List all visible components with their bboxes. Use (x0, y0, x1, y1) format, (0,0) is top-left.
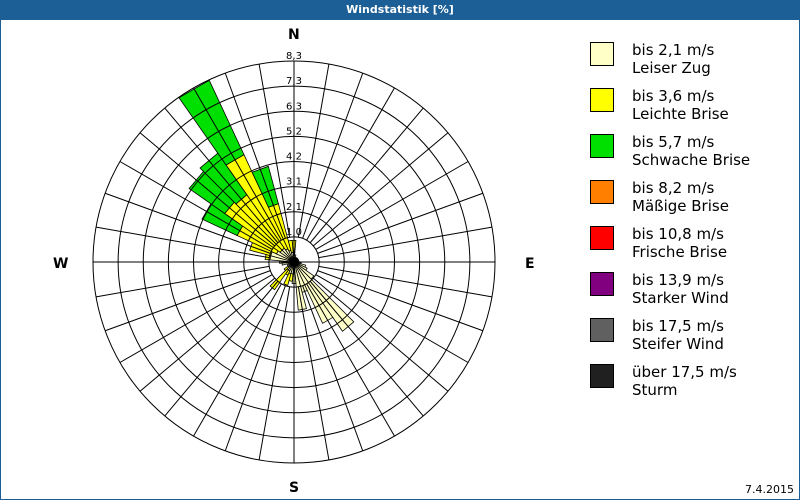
grid-spoke (318, 226, 493, 259)
compass-west-label: W (53, 256, 69, 272)
legend-swatch (590, 226, 614, 250)
legend-label: bis 3,6 m/s Leichte Brise (632, 87, 729, 123)
legend-swatch (590, 364, 614, 388)
grid-spoke (306, 87, 395, 241)
legend-label: bis 8,2 m/s Mäßige Brise (632, 179, 729, 215)
legend-label: bis 13,9 m/s Starker Wind (632, 271, 729, 307)
grid-spoke (224, 72, 286, 239)
grid-spoke (315, 274, 469, 363)
legend-swatch (590, 42, 614, 66)
grid-spoke (104, 192, 271, 254)
wind-sector-bar (283, 265, 290, 272)
grid-spoke (258, 286, 291, 461)
grid-spoke (318, 265, 493, 298)
grid-spoke (302, 285, 364, 452)
grid-spoke (104, 270, 271, 332)
grid-spoke (139, 277, 276, 392)
grid-spoke (312, 277, 449, 392)
ring-label: 6,3 (286, 101, 302, 112)
ring-label: 1,0 (286, 227, 302, 238)
wind-sector-bar (283, 272, 292, 286)
grid-spoke (309, 280, 424, 417)
grid-spoke (224, 285, 286, 452)
legend-label: bis 10,8 m/s Frische Brise (632, 225, 728, 261)
grid-spoke (95, 226, 270, 259)
wind-sector-bar (287, 239, 294, 254)
grid-spoke (139, 132, 276, 247)
grid-spoke (164, 107, 279, 244)
legend-label: bis 2,1 m/s Leiser Zug (632, 41, 715, 77)
grid-spoke (306, 283, 395, 437)
compass-south-label: S (289, 480, 300, 496)
compass-east-label: E (525, 256, 535, 272)
grid-spoke (164, 280, 279, 417)
date-label: 7.4.2015 (745, 483, 794, 496)
grid-spoke (309, 107, 424, 244)
grid-spoke (297, 286, 330, 461)
grid-spoke (312, 132, 449, 247)
grid-spoke (119, 274, 273, 363)
wind-sector-bar (178, 79, 245, 166)
legend-swatch (590, 88, 614, 112)
grid-spoke (258, 63, 291, 238)
grid-spoke (297, 63, 330, 238)
ring-label: 8,3 (286, 51, 302, 62)
ring-label: 2,1 (286, 202, 302, 213)
legend-label: über 17,5 m/s Sturm (632, 363, 737, 399)
grid-spoke (95, 265, 270, 298)
legend-swatch (590, 134, 614, 158)
compass-north-label: N (288, 27, 300, 43)
ring-label: 3,1 (286, 177, 302, 188)
grid-spoke (302, 72, 364, 239)
ring-label: 4,2 (286, 152, 302, 163)
grid-spoke (119, 161, 273, 250)
chart-title: Windstatistik [%] (0, 0, 800, 20)
legend-swatch (590, 180, 614, 204)
grid-spoke (193, 283, 282, 437)
ring-label: 7,3 (286, 76, 302, 87)
legend-swatch (590, 272, 614, 296)
ring-label: 5,2 (286, 126, 302, 137)
grid-spoke (317, 270, 484, 332)
legend-label: bis 17,5 m/s Steifer Wind (632, 317, 724, 353)
grid-spoke (315, 161, 469, 250)
grid-spoke (193, 87, 282, 241)
wind-sector-bar (251, 165, 279, 208)
wind-rose-chart: 1,0 2,1 3,1 4,2 5,2 6,3 7,3 8,3 (92, 51, 496, 464)
grid-spoke (317, 192, 484, 254)
legend-label: bis 5,7 m/s Schwache Brise (632, 133, 751, 169)
legend-swatch (590, 318, 614, 342)
